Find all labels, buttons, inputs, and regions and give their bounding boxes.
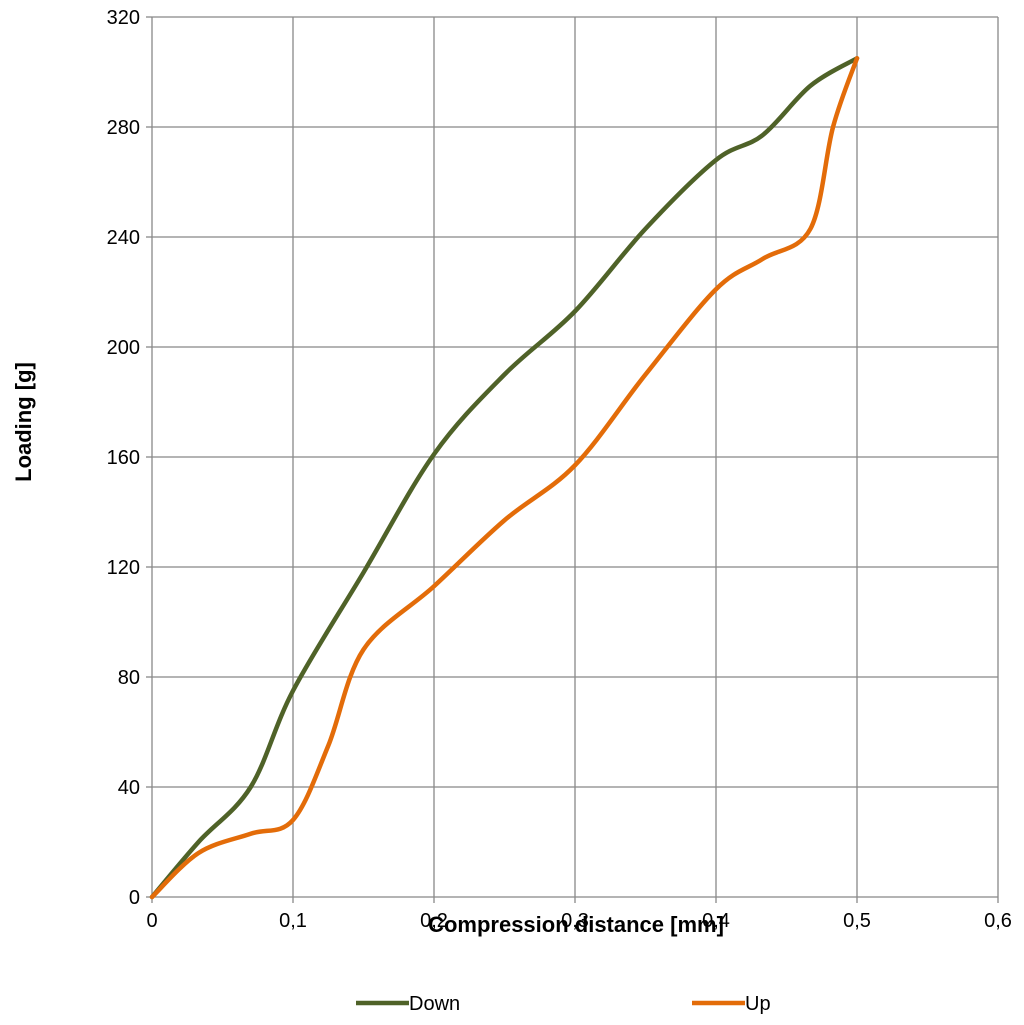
- y-tick-label: 160: [107, 447, 140, 469]
- x-tick-label: 0,1: [279, 910, 307, 932]
- x-axis-title: Compression distance [mm]: [428, 912, 724, 937]
- x-tick-label: 0,2: [420, 910, 448, 932]
- y-tick-label: 0: [129, 887, 140, 909]
- x-tick-label: 0,5: [843, 910, 871, 932]
- y-axis-ticks: 0 40 80 120 160 200 240 280 320: [107, 7, 140, 909]
- y-tick-label: 320: [107, 7, 140, 29]
- y-tick-label: 120: [107, 557, 140, 579]
- y-tick-label: 40: [118, 777, 140, 799]
- x-tick-label: 0,6: [984, 910, 1012, 932]
- series-line-up: [149, 56, 860, 900]
- y-axis-title: Loading [g]: [11, 362, 36, 482]
- legend: Down Up: [356, 993, 771, 1015]
- x-tick-label: 0: [146, 910, 157, 932]
- y-tick-label: 240: [107, 227, 140, 249]
- legend-label-down: Down: [409, 993, 460, 1015]
- grid: [146, 16, 999, 903]
- y-tick-label: 80: [118, 667, 140, 689]
- x-tick-label: 0,3: [561, 910, 589, 932]
- series-layer: [149, 56, 860, 900]
- series-line-down: [149, 56, 860, 900]
- legend-label-up: Up: [745, 993, 771, 1015]
- x-axis-ticks: 0 0,1 0,2 0,3 0,4 0,5 0,6: [146, 910, 1011, 932]
- x-tick-label: 0,4: [702, 910, 730, 932]
- y-tick-label: 200: [107, 337, 140, 359]
- y-tick-label: 280: [107, 117, 140, 139]
